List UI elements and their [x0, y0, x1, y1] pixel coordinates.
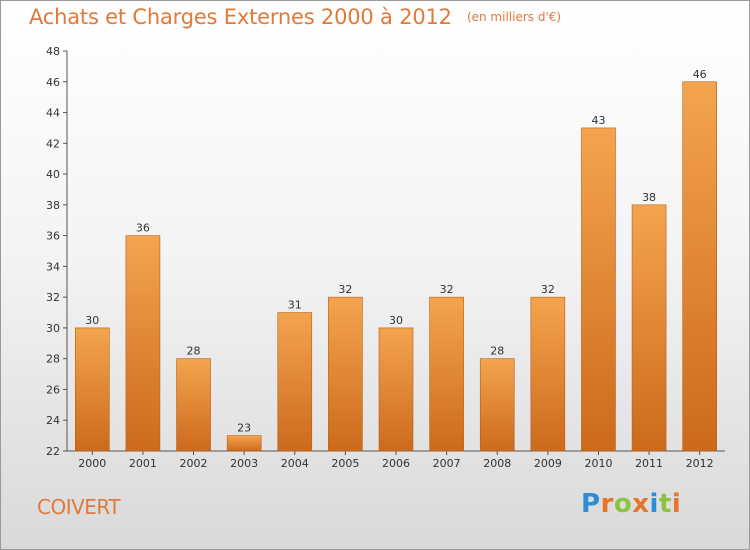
x-tick-label: 2003 [230, 457, 258, 470]
y-tick-label: 34 [46, 260, 60, 273]
y-tick-label: 32 [46, 291, 60, 304]
bar [125, 235, 161, 452]
bar [277, 312, 313, 452]
logo-letter: o [613, 489, 633, 519]
logo-letter: r [600, 489, 614, 519]
data-labels: 30 36 28 23 31 32 30 32 28 32 43 38 46 [85, 68, 706, 435]
y-axis: 22 24 26 28 30 32 34 36 38 40 42 44 46 48 [46, 45, 68, 458]
x-tick-label: 2011 [635, 457, 663, 470]
y-tick-label: 30 [46, 322, 60, 335]
bar-value-label: 31 [288, 299, 302, 312]
chart-title: Achats et Charges Externes 2000 à 2012 (… [29, 5, 561, 29]
x-tick-label: 2009 [534, 457, 562, 470]
y-tick-label: 36 [46, 230, 60, 243]
y-tick-label: 40 [46, 168, 60, 181]
y-tick-label: 26 [46, 383, 60, 396]
x-tick-label: 2002 [180, 457, 208, 470]
logo-letter: P [581, 489, 601, 519]
x-tick-label: 2006 [382, 457, 410, 470]
x-tick-label: 2001 [129, 457, 157, 470]
y-tick-label: 28 [46, 353, 60, 366]
x-tick-label: 2000 [78, 457, 106, 470]
bar [378, 327, 414, 452]
logo-letter: t [658, 489, 672, 519]
x-tick-label: 2005 [331, 457, 359, 470]
x-tick-label: 2012 [686, 457, 714, 470]
bar-value-label: 28 [490, 345, 504, 358]
bar-value-label: 38 [642, 191, 656, 204]
bar [429, 296, 464, 452]
bar [226, 435, 262, 452]
y-tick-label: 44 [46, 107, 60, 120]
x-tick-label: 2007 [433, 457, 461, 470]
bar [530, 296, 566, 452]
bar [631, 204, 667, 452]
y-tick-label: 46 [46, 76, 60, 89]
bar-value-label: 36 [136, 222, 150, 235]
x-axis: 2000 2001 2002 2003 2004 2005 2006 2007 2008 2009… [67, 450, 725, 470]
bars [75, 81, 717, 452]
bar-value-label: 28 [187, 345, 201, 358]
y-tick-label: 42 [46, 137, 60, 150]
bar-value-label: 43 [591, 114, 605, 127]
bar [75, 327, 110, 452]
commune-name: COIVERT [37, 495, 121, 519]
bar [479, 358, 515, 452]
bar-value-label: 30 [85, 314, 99, 327]
bar-value-label: 32 [541, 283, 555, 296]
bar-value-label: 23 [237, 422, 251, 435]
bar-value-label: 32 [440, 283, 454, 296]
x-tick-label: 2004 [281, 457, 309, 470]
bar [328, 296, 363, 452]
bar [682, 81, 717, 452]
bar [581, 127, 616, 452]
logo-letter: i [671, 489, 682, 519]
y-tick-label: 38 [46, 199, 60, 212]
bar-value-label: 30 [389, 314, 403, 327]
proxiti-logo: Proxiti [581, 489, 681, 519]
x-tick-label: 2010 [584, 457, 612, 470]
chart-title-unit: (en milliers d'€) [466, 10, 562, 24]
chart-title-main: Achats et Charges Externes 2000 à 2012 [29, 5, 452, 29]
bar-value-label: 46 [693, 68, 707, 81]
logo-letter: x [632, 489, 650, 519]
bar [176, 358, 211, 452]
y-tick-label: 24 [46, 414, 60, 427]
y-tick-label: 22 [46, 445, 60, 458]
logo-letter: i [649, 489, 659, 519]
x-tick-label: 2008 [483, 457, 511, 470]
bar-value-label: 32 [338, 283, 352, 296]
y-tick-label: 48 [46, 45, 60, 58]
